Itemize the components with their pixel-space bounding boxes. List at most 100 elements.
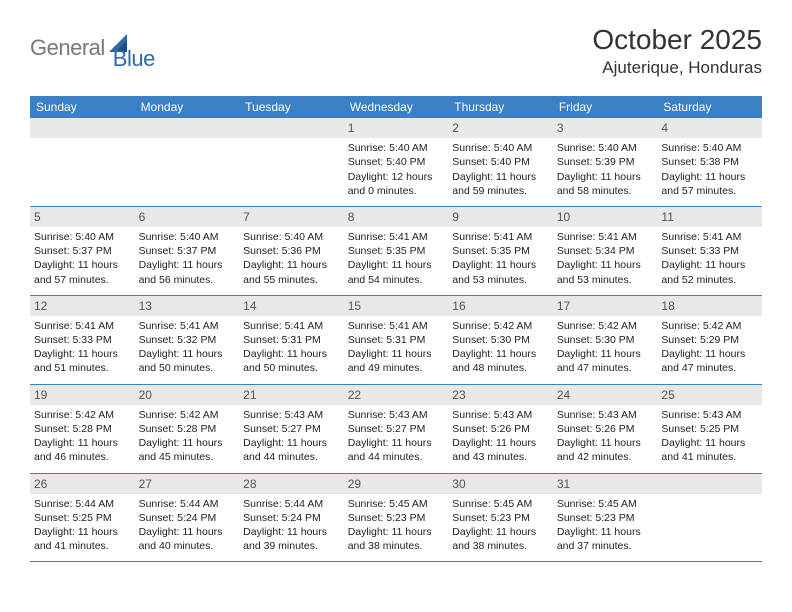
week-row: 5Sunrise: 5:40 AMSunset: 5:37 PMDaylight…: [30, 207, 762, 296]
day-info-line: Sunset: 5:40 PM: [452, 155, 549, 169]
day-cell: 25Sunrise: 5:43 AMSunset: 5:25 PMDayligh…: [657, 385, 762, 473]
day-info-line: Sunrise: 5:40 AM: [243, 230, 340, 244]
day-info-line: Sunset: 5:35 PM: [348, 244, 445, 258]
day-info-line: Daylight: 11 hours and 58 minutes.: [557, 170, 654, 198]
day-info-line: Daylight: 11 hours and 54 minutes.: [348, 258, 445, 286]
logo-text-general: General: [30, 35, 105, 61]
day-info-line: Sunrise: 5:40 AM: [452, 141, 549, 155]
day-info-line: Daylight: 11 hours and 48 minutes.: [452, 347, 549, 375]
day-cell: 26Sunrise: 5:44 AMSunset: 5:25 PMDayligh…: [30, 474, 135, 562]
day-cell: 7Sunrise: 5:40 AMSunset: 5:36 PMDaylight…: [239, 207, 344, 295]
day-info-line: Sunrise: 5:40 AM: [34, 230, 131, 244]
day-cell: 2Sunrise: 5:40 AMSunset: 5:40 PMDaylight…: [448, 118, 553, 206]
day-info-line: Sunset: 5:36 PM: [243, 244, 340, 258]
day-number: 6: [135, 207, 240, 227]
day-cell: 9Sunrise: 5:41 AMSunset: 5:35 PMDaylight…: [448, 207, 553, 295]
day-info-line: Daylight: 11 hours and 49 minutes.: [348, 347, 445, 375]
day-info-line: Sunrise: 5:43 AM: [452, 408, 549, 422]
day-info-line: Sunset: 5:31 PM: [243, 333, 340, 347]
day-info-line: Sunset: 5:23 PM: [452, 511, 549, 525]
day-info-line: Sunset: 5:31 PM: [348, 333, 445, 347]
day-info-line: Daylight: 11 hours and 43 minutes.: [452, 436, 549, 464]
day-info-line: Sunrise: 5:43 AM: [557, 408, 654, 422]
day-cell: 20Sunrise: 5:42 AMSunset: 5:28 PMDayligh…: [135, 385, 240, 473]
day-info-line: Sunset: 5:40 PM: [348, 155, 445, 169]
day-info-line: Sunrise: 5:41 AM: [34, 319, 131, 333]
weekday-header: Thursday: [448, 96, 553, 118]
day-info-line: Sunrise: 5:43 AM: [243, 408, 340, 422]
logo-text-blue: Blue: [113, 46, 155, 72]
header: General Blue October 2025 Ajuterique, Ho…: [30, 24, 762, 78]
week-row: 1Sunrise: 5:40 AMSunset: 5:40 PMDaylight…: [30, 118, 762, 207]
day-info-line: Sunset: 5:27 PM: [243, 422, 340, 436]
day-number: 14: [239, 296, 344, 316]
month-title: October 2025: [592, 24, 762, 56]
day-cell: 10Sunrise: 5:41 AMSunset: 5:34 PMDayligh…: [553, 207, 658, 295]
day-info-line: Sunrise: 5:44 AM: [243, 497, 340, 511]
day-info-line: Daylight: 11 hours and 40 minutes.: [139, 525, 236, 553]
day-info-line: Sunset: 5:30 PM: [557, 333, 654, 347]
day-number: 26: [30, 474, 135, 494]
day-number: 23: [448, 385, 553, 405]
day-info-line: Daylight: 11 hours and 50 minutes.: [243, 347, 340, 375]
day-number: 19: [30, 385, 135, 405]
day-cell: 19Sunrise: 5:42 AMSunset: 5:28 PMDayligh…: [30, 385, 135, 473]
day-cell: 14 Sunrise: 5:41 AMSunset: 5:31 PMDayligh…: [239, 296, 344, 384]
day-number: 29: [344, 474, 449, 494]
title-block: October 2025 Ajuterique, Honduras: [592, 24, 762, 78]
day-info-line: Sunset: 5:28 PM: [139, 422, 236, 436]
day-info-line: Sunrise: 5:45 AM: [557, 497, 654, 511]
day-cell: 16Sunrise: 5:42 AMSunset: 5:30 PMDayligh…: [448, 296, 553, 384]
day-info-line: Daylight: 11 hours and 41 minutes.: [34, 525, 131, 553]
day-number: 27: [135, 474, 240, 494]
day-cell: 23Sunrise: 5:43 AMSunset: 5:26 PMDayligh…: [448, 385, 553, 473]
day-info-line: Sunset: 5:38 PM: [661, 155, 758, 169]
day-info-line: Sunrise: 5:41 AM: [243, 319, 340, 333]
day-number: 21: [239, 385, 344, 405]
day-cell: 29Sunrise: 5:45 AMSunset: 5:23 PMDayligh…: [344, 474, 449, 562]
day-info-line: Sunrise: 5:40 AM: [348, 141, 445, 155]
day-cell: 24Sunrise: 5:43 AMSunset: 5:26 PMDayligh…: [553, 385, 658, 473]
day-number: 10: [553, 207, 658, 227]
day-info-line: Daylight: 11 hours and 56 minutes.: [139, 258, 236, 286]
day-info-line: Sunset: 5:34 PM: [557, 244, 654, 258]
calendar-page: General Blue October 2025 Ajuterique, Ho…: [0, 0, 792, 586]
day-info-line: Sunrise: 5:42 AM: [557, 319, 654, 333]
day-info-line: Sunset: 5:25 PM: [661, 422, 758, 436]
day-number: 8: [344, 207, 449, 227]
day-number: [30, 118, 135, 138]
day-info-line: Daylight: 11 hours and 39 minutes.: [243, 525, 340, 553]
day-info-line: Sunrise: 5:41 AM: [557, 230, 654, 244]
day-cell: 1Sunrise: 5:40 AMSunset: 5:40 PMDaylight…: [344, 118, 449, 206]
day-cell: 4Sunrise: 5:40 AMSunset: 5:38 PMDaylight…: [657, 118, 762, 206]
day-info-line: Sunset: 5:24 PM: [243, 511, 340, 525]
day-info-line: Sunrise: 5:41 AM: [452, 230, 549, 244]
day-info-line: Sunset: 5:27 PM: [348, 422, 445, 436]
day-number: 28: [239, 474, 344, 494]
day-info-line: Sunrise: 5:45 AM: [452, 497, 549, 511]
day-info-line: Daylight: 11 hours and 44 minutes.: [243, 436, 340, 464]
day-info-line: Daylight: 11 hours and 51 minutes.: [34, 347, 131, 375]
day-info-line: Daylight: 11 hours and 44 minutes.: [348, 436, 445, 464]
day-cell: 15Sunrise: 5:41 AMSunset: 5:31 PMDayligh…: [344, 296, 449, 384]
day-number: 31: [553, 474, 658, 494]
day-info-line: Daylight: 11 hours and 38 minutes.: [452, 525, 549, 553]
day-cell: 12Sunrise: 5:41 AMSunset: 5:33 PMDayligh…: [30, 296, 135, 384]
day-number: 20: [135, 385, 240, 405]
day-number: 25: [657, 385, 762, 405]
day-info-line: Sunrise: 5:43 AM: [348, 408, 445, 422]
day-info-line: Sunrise: 5:44 AM: [139, 497, 236, 511]
day-cell: 5Sunrise: 5:40 AMSunset: 5:37 PMDaylight…: [30, 207, 135, 295]
day-number: 1: [344, 118, 449, 138]
empty-cell: [135, 118, 240, 206]
day-info-line: Sunset: 5:23 PM: [348, 511, 445, 525]
week-row: 19Sunrise: 5:42 AMSunset: 5:28 PMDayligh…: [30, 385, 762, 474]
location: Ajuterique, Honduras: [592, 58, 762, 78]
empty-cell: [30, 118, 135, 206]
logo: General Blue: [30, 24, 155, 72]
day-cell: 27 Sunrise: 5:44 AMSunset: 5:24 PMDayligh…: [135, 474, 240, 562]
day-info-line: Sunrise: 5:42 AM: [661, 319, 758, 333]
day-info-line: Daylight: 11 hours and 55 minutes.: [243, 258, 340, 286]
weekday-header: Saturday: [657, 96, 762, 118]
day-info-line: Sunset: 5:24 PM: [139, 511, 236, 525]
